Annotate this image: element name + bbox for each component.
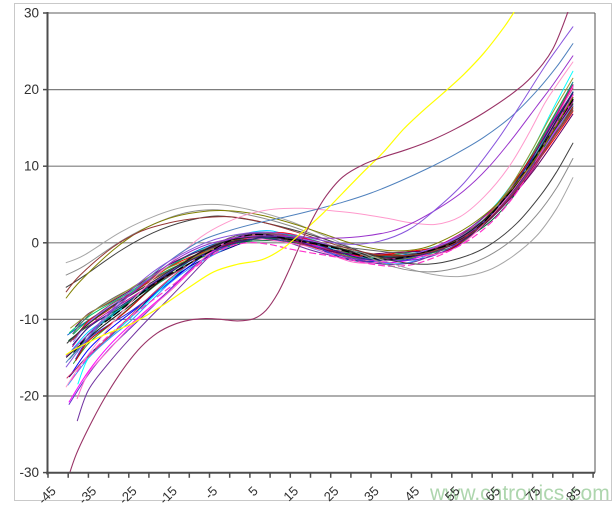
svg-text:20: 20 bbox=[24, 82, 39, 97]
svg-text:0: 0 bbox=[31, 235, 39, 250]
svg-text:-20: -20 bbox=[19, 389, 39, 404]
svg-text:10: 10 bbox=[24, 159, 39, 174]
svg-text:www.cntronics.com: www.cntronics.com bbox=[429, 482, 610, 505]
svg-text:-30: -30 bbox=[19, 465, 39, 480]
svg-text:-10: -10 bbox=[19, 312, 39, 327]
svg-text:30: 30 bbox=[24, 6, 39, 21]
